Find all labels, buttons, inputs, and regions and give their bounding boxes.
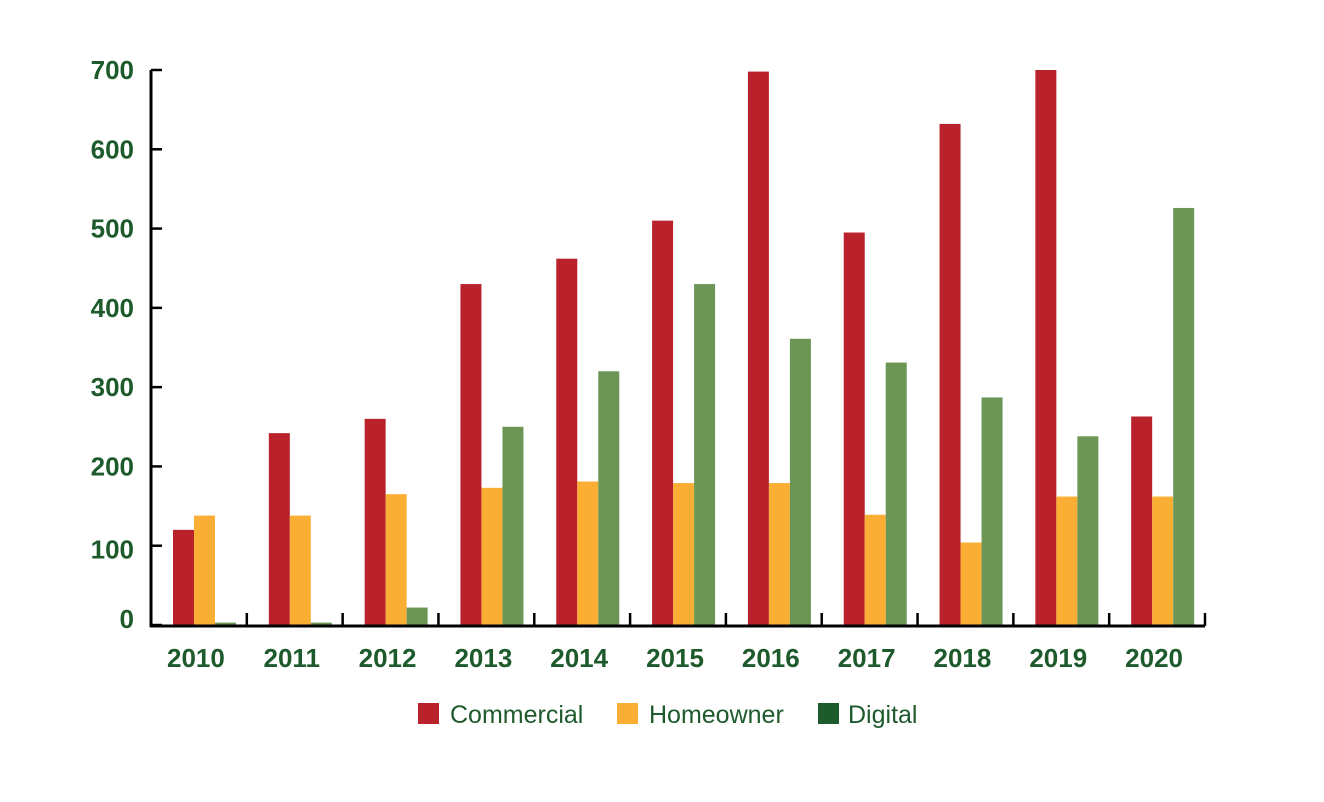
- legend-label-digital: Digital: [848, 701, 917, 729]
- bar-commercial-2010: [173, 529, 194, 625]
- bar-commercial-2013: [460, 284, 482, 625]
- bar-digital-2011: [310, 622, 332, 625]
- bar-homeowner-2012: [385, 494, 407, 625]
- x-tick-label: 2016: [742, 643, 800, 673]
- bar-digital-2012: [406, 607, 428, 625]
- x-ticks-group: 2010 2011 2012 2013 2014 2015 2016 2017 2018 2019…: [167, 613, 1207, 673]
- bar-commercial-2020: [1131, 416, 1153, 625]
- x-tick-label: 2019: [1029, 643, 1087, 673]
- bar-digital-2018: [981, 397, 1003, 625]
- y-tick-label: 0: [120, 604, 134, 634]
- bar-digital-2013: [502, 426, 524, 625]
- bar-homeowner-2011: [289, 515, 311, 625]
- bar-commercial-2019: [1035, 70, 1057, 625]
- y-tick-label: 100: [91, 535, 134, 565]
- x-tick-label: 2010: [167, 643, 225, 673]
- bar-digital-2015: [694, 284, 716, 625]
- legend: Commercial Homeowner Digital: [418, 701, 917, 729]
- x-tick-label: 2017: [838, 643, 896, 673]
- x-tick-label: 2011: [264, 643, 320, 673]
- bar-digital-2019: [1077, 436, 1099, 625]
- bar-homeowner-2016: [768, 483, 790, 625]
- bar-commercial-2018: [939, 123, 961, 625]
- bar-commercial-2011: [268, 433, 290, 625]
- bar-commercial-2017: [843, 232, 865, 626]
- bar-homeowner-2014: [577, 481, 599, 625]
- y-tick-label: 500: [91, 214, 134, 244]
- bar-commercial-2014: [556, 258, 578, 625]
- bar-commercial-2012: [364, 418, 386, 625]
- bar-commercial-2016: [747, 71, 769, 626]
- legend-label-commercial: Commercial: [450, 701, 583, 729]
- legend-swatch-homeowner: [617, 703, 638, 724]
- y-tick-label: 400: [91, 293, 134, 323]
- y-tick-label: 300: [91, 372, 134, 402]
- bar-digital-2017: [885, 362, 907, 625]
- bar-homeowner-2017: [864, 514, 886, 625]
- y-ticks-group: 0 100 200 300 400 500 600 700: [91, 55, 162, 634]
- y-tick-label: 600: [91, 134, 134, 164]
- y-tick-label: 200: [91, 451, 134, 481]
- bars-group: [173, 70, 1195, 626]
- x-tick-label: 2012: [359, 643, 417, 673]
- legend-label-homeowner: Homeowner: [649, 701, 784, 729]
- legend-swatch-commercial: [418, 703, 439, 724]
- bar-digital-2020: [1173, 207, 1195, 625]
- bar-homeowner-2013: [481, 487, 503, 625]
- x-tick-label: 2020: [1125, 643, 1183, 673]
- bar-homeowner-2020: [1152, 496, 1174, 625]
- x-tick-label: 2014: [550, 643, 608, 673]
- bar-digital-2014: [598, 371, 620, 625]
- bar-digital-2016: [789, 338, 811, 625]
- y-tick-label: 700: [91, 55, 134, 85]
- bar-homeowner-2019: [1056, 496, 1078, 625]
- bar-digital-2010: [215, 622, 236, 625]
- x-tick-label: 2018: [934, 643, 992, 673]
- bar-homeowner-2010: [194, 515, 215, 625]
- legend-swatch-digital: [818, 703, 839, 724]
- x-tick-label: 2013: [454, 643, 512, 673]
- bar-homeowner-2015: [673, 483, 695, 625]
- bar-homeowner-2018: [960, 542, 982, 625]
- x-tick-label: 2015: [646, 643, 704, 673]
- bar-commercial-2015: [652, 220, 674, 625]
